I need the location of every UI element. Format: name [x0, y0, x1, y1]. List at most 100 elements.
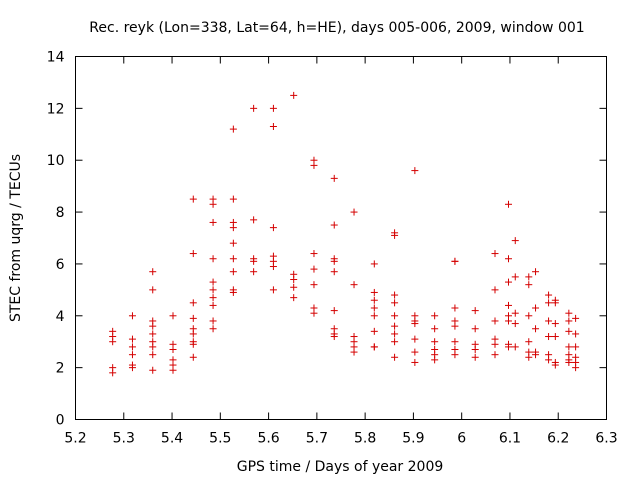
data-point	[229, 125, 237, 133]
data-point	[545, 299, 553, 307]
data-point	[330, 174, 338, 182]
data-point	[565, 309, 573, 317]
x-tick-label: 5.8	[354, 431, 376, 447]
data-point	[551, 333, 559, 341]
data-point	[209, 317, 217, 325]
data-point	[545, 291, 553, 299]
data-point	[229, 239, 237, 247]
data-point	[128, 343, 136, 351]
data-point	[511, 343, 519, 351]
data-point	[572, 314, 580, 322]
data-point	[451, 351, 459, 359]
chart-title: Rec. reyk (Lon=338, Lat=64, h=HE), days …	[89, 20, 584, 36]
data-point	[551, 361, 559, 369]
y-tick-label: 12	[47, 101, 65, 117]
data-point	[565, 327, 573, 335]
data-point	[525, 312, 533, 320]
data-point	[149, 286, 157, 294]
data-point	[471, 345, 479, 353]
data-points	[109, 91, 580, 377]
data-point	[269, 263, 277, 271]
data-point	[411, 167, 419, 175]
data-point	[310, 250, 318, 258]
data-point	[169, 345, 177, 353]
y-tick-label: 10	[47, 153, 65, 169]
data-point	[525, 281, 533, 289]
data-point	[545, 356, 553, 364]
data-point	[505, 278, 513, 286]
data-point	[310, 161, 318, 169]
data-point	[189, 195, 197, 203]
data-point	[431, 338, 439, 346]
data-point	[551, 299, 559, 307]
x-tick-label: 6	[457, 431, 466, 447]
data-point	[391, 338, 399, 346]
data-point	[391, 299, 399, 307]
data-point	[269, 123, 277, 131]
data-point	[169, 366, 177, 374]
data-point	[511, 273, 519, 281]
data-point	[451, 322, 459, 330]
data-point	[350, 208, 358, 216]
data-point	[532, 351, 540, 359]
y-tick-label: 2	[56, 361, 65, 377]
data-point	[229, 268, 237, 276]
x-axis: 5.2 5.3 5.4 5.5 5.6 5.7 5.8 5.9 6 6.1 6.2 6.3	[64, 56, 618, 447]
data-point	[491, 340, 499, 348]
x-tick-label: 6.1	[499, 431, 521, 447]
data-point	[109, 338, 117, 346]
y-axis: 0 2 4 6 8 10 12 14	[47, 50, 607, 429]
data-point	[189, 340, 197, 348]
data-point	[411, 335, 419, 343]
data-point	[511, 320, 519, 328]
data-point	[391, 312, 399, 320]
data-point	[572, 364, 580, 372]
y-tick-label: 0	[56, 413, 65, 429]
data-point	[565, 343, 573, 351]
data-point	[209, 294, 217, 302]
data-point	[149, 268, 157, 276]
data-point	[128, 351, 136, 359]
data-point	[471, 325, 479, 333]
x-tick-label: 6.2	[547, 431, 569, 447]
data-point	[511, 309, 519, 317]
data-point	[565, 358, 573, 366]
data-point	[189, 314, 197, 322]
data-point	[209, 200, 217, 208]
data-point	[250, 268, 258, 276]
y-tick-label: 8	[56, 205, 65, 221]
data-point	[391, 322, 399, 330]
data-point	[330, 257, 338, 265]
x-tick-label: 5.5	[209, 431, 231, 447]
data-point	[149, 351, 157, 359]
data-point	[209, 255, 217, 263]
data-point	[250, 216, 258, 224]
y-axis-label: STEC from uqrg / TECUs	[8, 154, 24, 322]
data-point	[532, 304, 540, 312]
data-point	[451, 304, 459, 312]
data-point	[128, 364, 136, 372]
data-point	[169, 312, 177, 320]
data-point	[290, 91, 298, 99]
data-point	[250, 104, 258, 112]
data-point	[189, 299, 197, 307]
data-point	[505, 200, 513, 208]
data-point	[491, 286, 499, 294]
data-point	[370, 343, 378, 351]
data-point	[411, 320, 419, 328]
data-point	[330, 221, 338, 229]
x-tick-label: 6.3	[595, 431, 617, 447]
x-tick-label: 5.7	[306, 431, 328, 447]
data-point	[189, 353, 197, 361]
x-tick-label: 5.9	[402, 431, 424, 447]
data-point	[565, 317, 573, 325]
data-point	[545, 317, 553, 325]
data-point	[411, 358, 419, 366]
data-point	[229, 224, 237, 232]
y-tick-label: 6	[56, 257, 65, 273]
data-point	[391, 330, 399, 338]
y-tick-label: 14	[47, 50, 65, 66]
data-point	[330, 307, 338, 315]
data-point	[491, 351, 499, 359]
